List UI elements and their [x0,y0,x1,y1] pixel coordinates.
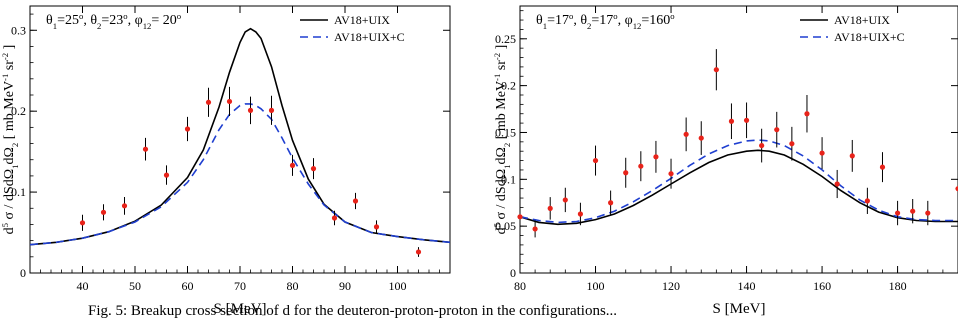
figure-caption: Fig. 5: Breakup cross section of d for t… [88,303,618,319]
legend-label: AV18+UIX [834,13,890,27]
data-point [592,157,599,164]
y-tick-label: 0.25 [495,32,516,46]
y-tick-label: 0.2 [11,104,26,118]
y-tick-label: 0 [20,266,26,280]
data-point [547,205,553,211]
data-point [713,67,719,73]
data-point [849,153,855,159]
data-point [759,142,765,149]
data-point [532,226,538,232]
data-point [184,126,191,132]
data-point [226,98,233,105]
data-point [774,127,780,133]
chart-panel-1: 40 50 60 70 80 90 10000.10.20.3AV18+UIXAV18+UI… [0,5,451,317]
data-point [121,203,128,209]
y-tick-label: 0.1 [11,185,26,199]
data-point [415,249,422,255]
x-tick-label: 60 [182,279,194,293]
data-point [517,214,523,220]
data-point [608,200,614,206]
data-point [638,163,644,169]
plot-frame [29,5,451,274]
data-point [819,150,825,156]
x-tick-label: 100 [389,279,407,293]
x-tick-label: 70 [234,279,246,293]
data-point [804,111,810,117]
data-point [910,208,916,214]
data-point [728,118,735,124]
curve-av18-uix [29,27,451,246]
data-point [864,198,870,204]
data-point [925,210,931,216]
data-point [653,154,659,160]
data-point [205,99,212,105]
curve-av18-uix-c [519,139,958,224]
x-tick-label: 80 [287,279,299,293]
data-point [668,171,674,177]
data-point [879,164,886,170]
x-tick-label: 140 [738,279,756,293]
y-axis-label: d5 σ / dSdΩ1dΩ2 [ mb MeV-1 sr-2 ] [492,45,512,235]
data-point [683,131,689,137]
x-tick-label: 90 [339,279,351,293]
curve-av18-uix [519,149,958,226]
x-tick-label: 80 [514,279,526,293]
legend: AV18+UIX AV18+UIX+C [800,13,905,44]
y-tick-label: 0.1 [501,172,516,186]
data-point [100,209,107,215]
data-point [289,162,296,168]
y-tick-label: 0.15 [495,125,516,139]
data-point [623,170,629,176]
data-point [79,220,86,226]
x-axis-label: S [MeV] [214,301,267,317]
chart-title: θ1=25o, θ2=23o, φ12= 20o [46,11,181,31]
data-point [562,197,568,203]
data-point [268,107,275,113]
x-tick-label: 180 [889,279,907,293]
legend-label: AV18+UIX [334,13,390,27]
x-tick-label: 160 [813,279,831,293]
data-point [142,146,149,152]
y-tick-label: 0.05 [495,219,516,233]
legend-label: AV18+UIX+C [334,30,405,44]
x-tick-label: 40 [77,279,89,293]
data-point [955,186,958,192]
y-tick-label: 0.3 [11,23,26,37]
data-point [247,107,254,113]
curve-av18-uix-c [29,103,451,246]
x-tick-label: 50 [129,279,141,293]
x-tick-label: 120 [662,279,680,293]
data-point [834,181,840,187]
data-point [698,135,704,141]
legend-label: AV18+UIX+C [834,30,905,44]
data-point [163,172,170,178]
data-point [577,211,584,217]
plot-frame [519,5,958,274]
data-point [894,210,901,216]
data-point [331,215,338,221]
data-point [352,198,359,204]
data-point [373,224,380,230]
data-point [743,117,750,123]
legend: AV18+UIX AV18+UIX+C [300,13,405,44]
chart-panel-2: 80 100 120 140 160 180 0 0.05 0.1 0.15 0.2 0.25 AV18… [492,5,958,317]
data-point [789,141,795,147]
y-axis-label: d5 σ / dSdΩ1dΩ2 [ mb MeV-1 sr-2 ] [0,45,20,235]
y-tick-label: 0.2 [501,79,516,93]
y-tick-label: 0 [510,266,516,280]
x-axis-label: S [MeV] [713,301,766,317]
x-tick-label: 100 [587,279,605,293]
data-point [310,166,317,172]
chart-title: θ1=17o, θ2=17o, φ12=160o [536,11,675,31]
